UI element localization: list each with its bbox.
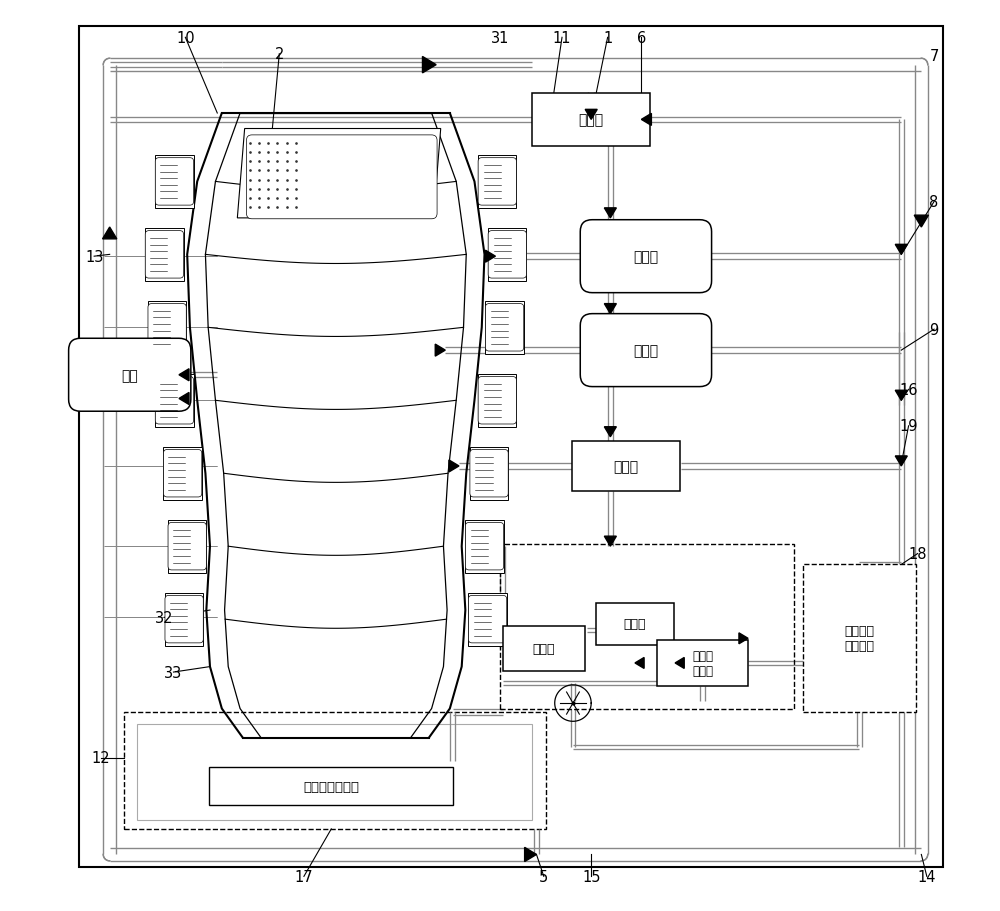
Polygon shape — [641, 114, 651, 127]
Text: 31: 31 — [491, 31, 509, 46]
Polygon shape — [525, 847, 536, 862]
FancyBboxPatch shape — [657, 640, 748, 686]
Polygon shape — [635, 658, 644, 669]
Polygon shape — [604, 537, 616, 547]
FancyBboxPatch shape — [145, 229, 184, 281]
Polygon shape — [895, 456, 907, 466]
FancyBboxPatch shape — [163, 450, 202, 497]
Text: 19: 19 — [899, 419, 918, 434]
FancyBboxPatch shape — [168, 520, 206, 573]
Text: 16: 16 — [899, 383, 918, 397]
FancyBboxPatch shape — [148, 302, 186, 354]
FancyBboxPatch shape — [803, 565, 916, 712]
FancyBboxPatch shape — [488, 229, 526, 281]
FancyBboxPatch shape — [137, 724, 532, 820]
Polygon shape — [435, 344, 445, 357]
FancyBboxPatch shape — [246, 136, 437, 220]
FancyBboxPatch shape — [468, 593, 507, 646]
Polygon shape — [604, 427, 616, 437]
Text: 减温器: 减温器 — [633, 343, 658, 358]
FancyBboxPatch shape — [580, 314, 712, 387]
Polygon shape — [449, 460, 459, 473]
Text: 18: 18 — [908, 547, 927, 561]
Text: 10: 10 — [176, 31, 195, 46]
Text: 32: 32 — [155, 610, 174, 625]
Text: 软水笱: 软水笱 — [579, 113, 604, 128]
Polygon shape — [585, 110, 597, 120]
FancyBboxPatch shape — [488, 231, 526, 279]
Polygon shape — [103, 228, 117, 240]
FancyBboxPatch shape — [155, 374, 194, 427]
FancyBboxPatch shape — [465, 520, 504, 573]
FancyBboxPatch shape — [69, 339, 191, 412]
Polygon shape — [895, 245, 907, 255]
Polygon shape — [237, 129, 441, 219]
FancyBboxPatch shape — [470, 447, 508, 500]
FancyBboxPatch shape — [478, 374, 516, 427]
FancyBboxPatch shape — [503, 626, 585, 671]
FancyBboxPatch shape — [580, 220, 712, 293]
Polygon shape — [604, 209, 616, 219]
Polygon shape — [675, 658, 684, 669]
FancyBboxPatch shape — [485, 302, 524, 354]
Text: 17: 17 — [295, 869, 313, 884]
FancyBboxPatch shape — [468, 596, 507, 643]
FancyBboxPatch shape — [572, 442, 680, 491]
Text: 8: 8 — [929, 195, 939, 210]
Text: 发电机: 发电机 — [624, 618, 646, 630]
Text: 蒸汽水混
合加热器: 蒸汽水混 合加热器 — [844, 625, 874, 652]
Text: 高炉基坦水冷管: 高炉基坦水冷管 — [303, 780, 359, 793]
Text: 2: 2 — [275, 47, 284, 62]
FancyBboxPatch shape — [168, 523, 206, 570]
Polygon shape — [895, 391, 907, 401]
Polygon shape — [179, 369, 189, 382]
Text: 集汽笱: 集汽笱 — [613, 459, 638, 474]
Polygon shape — [179, 393, 189, 405]
FancyBboxPatch shape — [163, 447, 202, 500]
FancyBboxPatch shape — [596, 603, 674, 645]
Text: 13: 13 — [85, 250, 103, 264]
Polygon shape — [604, 304, 616, 314]
FancyBboxPatch shape — [209, 767, 453, 805]
Text: 5: 5 — [539, 869, 548, 884]
FancyBboxPatch shape — [155, 159, 194, 206]
Text: 6: 6 — [637, 31, 646, 46]
Text: 汽包: 汽包 — [121, 368, 138, 383]
Text: 除氧器: 除氧器 — [633, 250, 658, 264]
FancyBboxPatch shape — [155, 156, 194, 209]
Text: 1: 1 — [603, 31, 612, 46]
Text: 7: 7 — [929, 49, 939, 64]
Text: 12: 12 — [91, 751, 110, 765]
Polygon shape — [422, 57, 436, 74]
FancyBboxPatch shape — [478, 159, 516, 206]
Text: 33: 33 — [164, 665, 183, 680]
FancyBboxPatch shape — [478, 377, 516, 425]
FancyBboxPatch shape — [165, 596, 203, 643]
Polygon shape — [485, 251, 495, 263]
Text: 15: 15 — [582, 869, 600, 884]
Text: 11: 11 — [553, 31, 571, 46]
FancyBboxPatch shape — [532, 94, 650, 147]
Text: 余热制
冷机组: 余热制 冷机组 — [692, 650, 713, 677]
FancyBboxPatch shape — [165, 593, 203, 646]
FancyBboxPatch shape — [79, 27, 943, 867]
Text: 9: 9 — [929, 322, 939, 337]
FancyBboxPatch shape — [470, 450, 508, 497]
Text: 14: 14 — [918, 869, 936, 884]
FancyBboxPatch shape — [124, 712, 546, 829]
FancyBboxPatch shape — [155, 377, 194, 425]
FancyBboxPatch shape — [145, 231, 184, 279]
Polygon shape — [914, 216, 928, 228]
Text: 冷凝器: 冷凝器 — [533, 642, 555, 655]
Polygon shape — [739, 633, 748, 644]
FancyBboxPatch shape — [465, 523, 504, 570]
FancyBboxPatch shape — [485, 304, 524, 352]
FancyBboxPatch shape — [478, 156, 516, 209]
FancyBboxPatch shape — [148, 304, 186, 352]
